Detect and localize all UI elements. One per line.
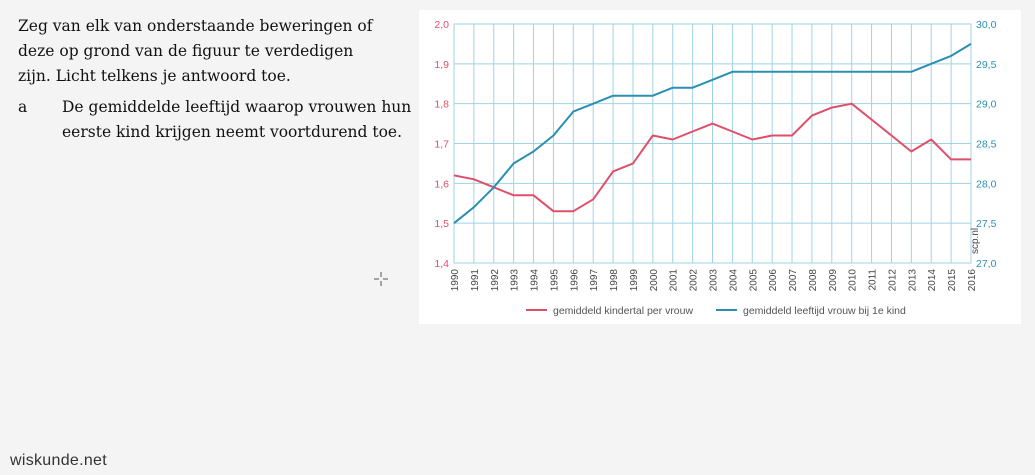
statement-line-1: De gemiddelde leeftijd waarop vrouwen hu…: [62, 98, 412, 116]
x-tick-label: 2006: [768, 269, 779, 292]
line-chart: 1,4 1,5 1,6 1,7 1,8 1,9 2,0 27,0 27,5 28,0 28,5 29…: [434, 19, 997, 317]
x-tick-label: 1996: [569, 269, 580, 292]
x-tick-label: 2007: [788, 269, 799, 292]
statement-text: De gemiddelde leeftijd waarop vrouwen hu…: [62, 95, 412, 145]
chart-panel: 1,4 1,5 1,6 1,7 1,8 1,9 2,0 27,0 27,5 28,0 28,5 29…: [419, 10, 1021, 324]
statement-letter: a: [18, 98, 28, 116]
y-left-tick-label: 1,9: [434, 59, 449, 71]
y-right-ticks: 27,0 27,5 28,0 28,5 29,0 29,5 30,0: [976, 19, 997, 270]
footer-brand: wiskunde.net: [10, 452, 107, 469]
x-tick-label: 2008: [808, 269, 819, 292]
y-left-tick-label: 2,0: [434, 19, 449, 31]
legend-label-kindertal: gemiddeld kindertal per vrouw: [553, 305, 693, 317]
y-right-tick-label: 29,5: [976, 59, 997, 71]
x-tick-label: 2009: [828, 269, 839, 292]
chart-series: [453, 43, 972, 224]
x-tick-label: 1995: [549, 269, 560, 292]
x-tick-label: 2016: [967, 269, 978, 292]
x-tick-label: 2014: [927, 269, 938, 292]
x-tick-label: 1990: [450, 269, 461, 292]
x-tick-label: 2015: [947, 269, 958, 292]
intro-line-1: Zeg van elk van onderstaande beweringen …: [18, 17, 373, 35]
x-tick-label: 1993: [510, 269, 521, 292]
x-tick-label: 2002: [689, 269, 700, 292]
y-right-tick-label: 27,0: [976, 258, 997, 270]
y-right-tick-label: 28,5: [976, 139, 997, 151]
y-right-tick-label: 29,0: [976, 99, 997, 111]
x-tick-label: 2011: [868, 269, 879, 291]
legend-label-leeftijd: gemiddeld leeftijd vrouw bij 1e kind: [743, 305, 906, 317]
x-tick-label: 2010: [848, 269, 859, 292]
y-right-tick-label: 28,0: [976, 178, 997, 190]
x-ticks: 1990 1991 1992 1993 1994 1995 1996 1997 1998 1999…: [450, 269, 978, 292]
y-left-tick-label: 1,6: [434, 178, 449, 190]
x-tick-label: 2013: [907, 269, 918, 292]
y-right-tick-label: 27,5: [976, 218, 997, 230]
statement-line-2: eerste kind krijgen neemt voortdurend to…: [62, 123, 403, 141]
x-tick-label: 1999: [629, 269, 640, 292]
y-left-tick-label: 1,8: [434, 99, 449, 111]
x-tick-label: 1994: [530, 269, 541, 292]
y-left-tick-label: 1,5: [434, 218, 449, 230]
x-tick-label: 2012: [887, 269, 898, 292]
source-label: scp.nl: [970, 228, 981, 254]
chart-grid: [453, 23, 972, 264]
x-tick-label: 2004: [728, 269, 739, 292]
question-intro: Zeg van elk van onderstaande beweringen …: [18, 14, 398, 89]
intro-line-3: zijn. Licht telkens je antwoord toe.: [18, 67, 291, 85]
x-tick-label: 1992: [490, 269, 501, 292]
x-tick-label: 2000: [649, 269, 660, 292]
x-tick-label: 2001: [669, 269, 680, 292]
x-tick-label: 2003: [709, 269, 720, 292]
y-left-ticks: 1,4 1,5 1,6 1,7 1,8 1,9 2,0: [434, 19, 449, 270]
x-tick-label: 2005: [748, 269, 759, 292]
x-tick-label: 1997: [589, 269, 600, 292]
chart-legend: gemiddeld kindertal per vrouw gemiddeld …: [526, 305, 906, 317]
intro-line-2: deze op grond van de figuur te verdedige…: [18, 42, 354, 60]
y-right-tick-label: 30,0: [976, 19, 997, 31]
x-tick-label: 1991: [470, 269, 481, 292]
y-left-tick-label: 1,7: [434, 139, 449, 151]
y-left-tick-label: 1,4: [434, 258, 449, 270]
crosshair-cursor-icon: [374, 272, 388, 286]
x-tick-label: 1998: [609, 269, 620, 292]
